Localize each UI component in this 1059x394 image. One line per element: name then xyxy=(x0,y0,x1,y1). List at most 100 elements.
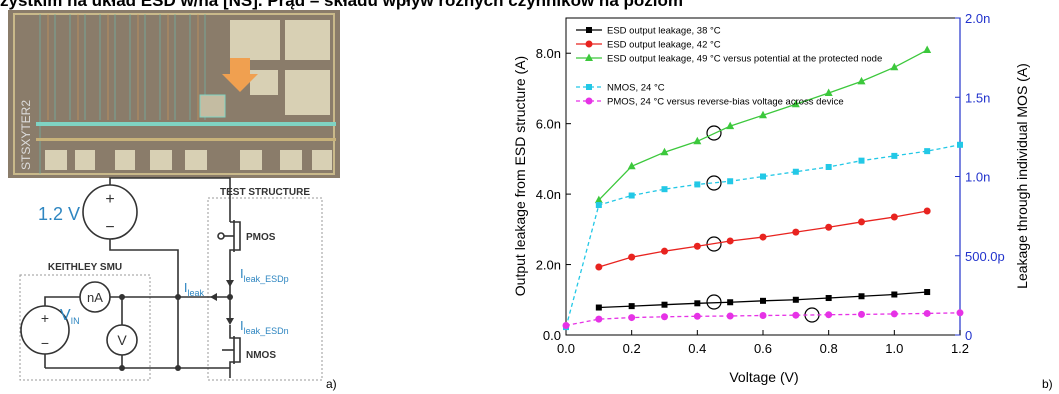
legend-label: ESD output leakage, 49 °C versus potenti… xyxy=(607,54,882,65)
marker xyxy=(792,229,799,236)
panel-label: b) xyxy=(1042,377,1053,391)
marker xyxy=(662,186,668,192)
voltmeter-label: V xyxy=(117,332,127,348)
supply-label: 1.2 V xyxy=(38,204,80,224)
legend-label: ESD output leakage, 42 °C xyxy=(607,40,721,51)
minus: − xyxy=(41,335,49,351)
marker xyxy=(793,297,799,303)
panel-label: a) xyxy=(326,377,337,391)
marker xyxy=(694,181,700,187)
marker xyxy=(826,164,832,170)
i-esdn-label: Ileak_ESDn xyxy=(240,318,289,336)
marker xyxy=(825,311,832,318)
legend-marker xyxy=(586,27,592,33)
y-tick-label: 4.0n xyxy=(536,187,561,202)
y-axis-title: Output leakage from ESD structure (A) xyxy=(512,56,528,296)
y2-tick-label: 1.0n xyxy=(965,170,990,185)
marker xyxy=(760,234,767,241)
marker xyxy=(760,174,766,180)
die-label: STSXYTER2 xyxy=(19,100,33,170)
marker xyxy=(792,312,799,319)
marker xyxy=(563,322,570,329)
x-tick-label: 0.2 xyxy=(623,341,641,356)
legend-marker xyxy=(585,54,593,62)
marker xyxy=(629,193,635,199)
marker xyxy=(825,224,832,231)
y-tick-label: 6.0n xyxy=(536,117,561,132)
marker xyxy=(727,312,734,319)
marker xyxy=(694,300,700,306)
marker xyxy=(727,299,733,305)
x-axis-title: Voltage (V) xyxy=(729,369,798,385)
marker xyxy=(957,309,964,316)
marker xyxy=(727,237,734,244)
marker xyxy=(891,291,897,297)
vin-label: VIN xyxy=(60,307,80,326)
annotation-circles xyxy=(707,126,819,322)
marker xyxy=(957,142,963,148)
marker xyxy=(793,169,799,175)
marker xyxy=(891,153,897,159)
legend-marker xyxy=(586,41,593,48)
legend-marker xyxy=(586,98,593,105)
y2-tick-label: 1.5n xyxy=(965,90,990,105)
marker xyxy=(694,313,701,320)
marker xyxy=(858,311,865,318)
marker xyxy=(661,313,668,320)
x-tick-label: 0.4 xyxy=(688,341,706,356)
plus: + xyxy=(105,191,114,208)
marker xyxy=(859,158,865,164)
y2-tick-label: 0 xyxy=(965,328,972,343)
x-tick-label: 0.0 xyxy=(557,341,575,356)
marker xyxy=(595,316,602,323)
y2-tick-label: 2.0n xyxy=(965,11,990,26)
y-tick-label: 2.0n xyxy=(536,258,561,273)
marker xyxy=(596,305,602,311)
legend-label: NMOS, 24 °C xyxy=(607,83,665,94)
pmos-label: PMOS xyxy=(246,232,276,243)
die-photo: STSXYTER2 xyxy=(8,10,340,178)
marker xyxy=(924,148,930,154)
minus: − xyxy=(105,219,114,236)
x-tick-label: 1.2 xyxy=(951,341,969,356)
marker xyxy=(760,298,766,304)
marker xyxy=(694,243,701,250)
marker xyxy=(891,214,898,221)
marker xyxy=(596,202,602,208)
i-leak-label: Ileak xyxy=(184,280,205,298)
y-tick-label: 8.0n xyxy=(536,46,561,61)
marker xyxy=(891,310,898,317)
marker xyxy=(727,178,733,184)
nmos-label: NMOS xyxy=(246,350,276,361)
marker xyxy=(924,310,931,317)
x-tick-label: 0.6 xyxy=(754,341,772,356)
marker xyxy=(595,264,602,271)
x-tick-label: 0.8 xyxy=(820,341,838,356)
smu-label: KEITHLEY SMU xyxy=(48,262,122,273)
test-structure-label: TEST STRUCTURE xyxy=(220,187,310,198)
y-tick-label: 0.0 xyxy=(543,328,561,343)
header-text: zystkim na układ ESD w/na [NS]. Prąd – s… xyxy=(0,0,683,10)
schematic: TEST STRUCTURE KEITHLEY SMU 1.2 V + − PM… xyxy=(20,178,322,380)
x-tick-label: 1.0 xyxy=(885,341,903,356)
ammeter-label: nA xyxy=(87,290,103,305)
plus: + xyxy=(41,310,49,326)
y2-tick-label: 500.0p xyxy=(965,249,1005,264)
marker xyxy=(924,289,930,295)
marker xyxy=(661,248,668,255)
marker xyxy=(628,254,635,261)
marker xyxy=(923,46,931,54)
marker xyxy=(924,208,931,215)
legend-label: ESD output leakage, 38 °C xyxy=(607,26,721,37)
legend-marker xyxy=(586,84,592,90)
marker xyxy=(760,312,767,319)
i-esdp-label: Ileak_ESDp xyxy=(240,266,289,284)
marker xyxy=(662,302,668,308)
marker xyxy=(628,314,635,321)
marker xyxy=(859,293,865,299)
page: zystkim na układ ESD w/na [NS]. Prąd – s… xyxy=(0,0,1059,394)
y2-axis-title: Leakage through individual MOS (A) xyxy=(1014,63,1030,289)
marker xyxy=(629,303,635,309)
marker xyxy=(858,218,865,225)
marker xyxy=(826,295,832,301)
